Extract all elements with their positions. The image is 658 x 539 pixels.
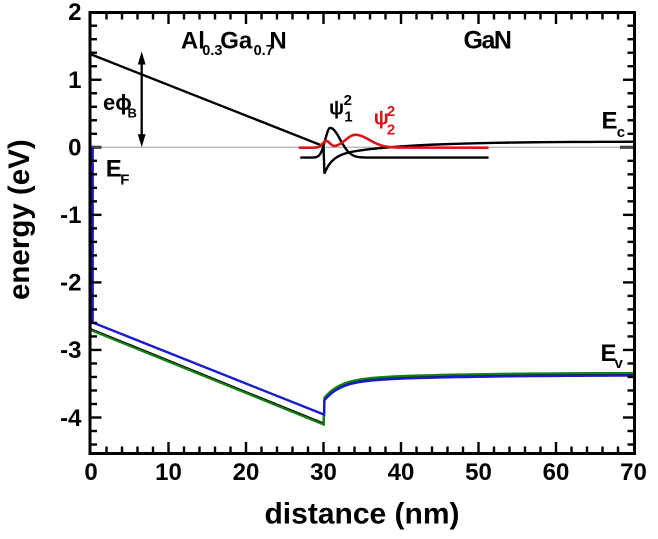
- svg-text:distance (nm): distance (nm): [264, 498, 459, 531]
- svg-text:F: F: [120, 172, 129, 189]
- svg-text:0.3: 0.3: [202, 43, 222, 59]
- svg-text:v: v: [615, 355, 624, 372]
- svg-text:30: 30: [310, 459, 337, 486]
- svg-text:10: 10: [155, 459, 182, 486]
- svg-text:0: 0: [84, 459, 97, 486]
- svg-text:eϕ: eϕ: [103, 90, 132, 115]
- svg-text:-3: -3: [60, 337, 81, 364]
- svg-text:60: 60: [543, 459, 570, 486]
- svg-text:Al: Al: [181, 27, 205, 54]
- svg-text:1: 1: [68, 67, 81, 94]
- svg-text:70: 70: [620, 459, 647, 486]
- svg-text:40: 40: [388, 459, 415, 486]
- svg-text:1: 1: [344, 109, 352, 126]
- svg-text:B: B: [128, 106, 137, 121]
- svg-text:Ga: Ga: [220, 27, 253, 54]
- svg-text:2: 2: [387, 121, 395, 138]
- svg-text:-1: -1: [60, 202, 81, 229]
- svg-text:50: 50: [465, 459, 492, 486]
- svg-text:E: E: [601, 340, 617, 367]
- svg-text:E: E: [602, 107, 618, 134]
- svg-text:-4: -4: [60, 405, 82, 432]
- svg-text:20: 20: [233, 459, 260, 486]
- svg-text:c: c: [617, 124, 625, 141]
- svg-text:E: E: [106, 156, 122, 183]
- svg-text:ψ: ψ: [329, 98, 344, 120]
- svg-text:ψ: ψ: [374, 107, 389, 129]
- svg-text:energy (eV): energy (eV): [3, 139, 36, 300]
- svg-text:0: 0: [68, 135, 81, 162]
- svg-text:2: 2: [68, 0, 81, 26]
- svg-text:N: N: [269, 27, 286, 54]
- svg-text:0.7: 0.7: [254, 43, 274, 59]
- svg-text:2: 2: [344, 92, 352, 109]
- svg-text:-2: -2: [60, 270, 81, 297]
- svg-text:2: 2: [387, 103, 395, 120]
- svg-text:GaN: GaN: [464, 27, 511, 55]
